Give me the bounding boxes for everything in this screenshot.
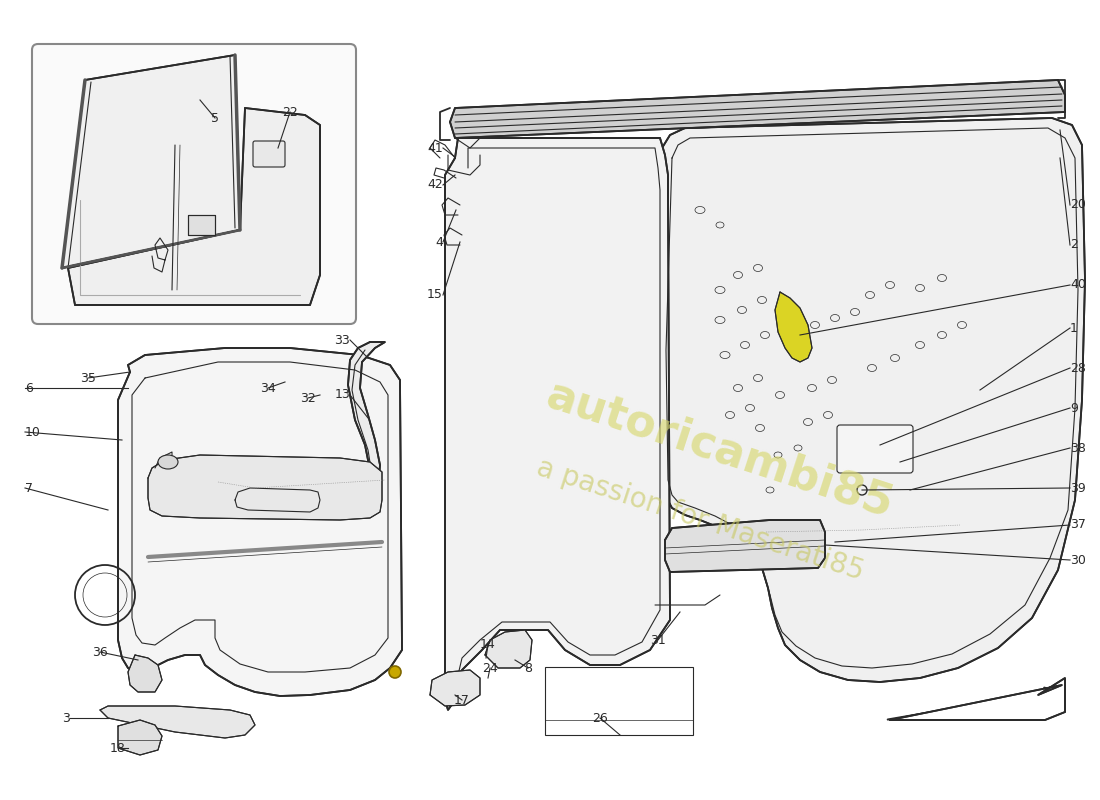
Text: 42: 42 (427, 178, 443, 191)
Text: 18: 18 (110, 742, 125, 754)
Text: 31: 31 (650, 634, 666, 646)
Text: 6: 6 (25, 382, 33, 394)
Text: 30: 30 (1070, 554, 1086, 566)
Polygon shape (485, 630, 532, 668)
Polygon shape (890, 678, 1065, 720)
FancyBboxPatch shape (253, 141, 285, 167)
Polygon shape (188, 215, 214, 235)
Circle shape (389, 666, 402, 678)
Polygon shape (662, 118, 1085, 682)
Ellipse shape (158, 455, 178, 469)
Text: 39: 39 (1070, 482, 1086, 494)
Text: 4: 4 (436, 235, 443, 249)
Polygon shape (450, 80, 1065, 138)
Text: 20: 20 (1070, 198, 1086, 211)
Text: 38: 38 (1070, 442, 1086, 454)
Polygon shape (776, 292, 812, 362)
Polygon shape (446, 138, 670, 710)
Text: 13: 13 (334, 389, 350, 402)
Text: 17: 17 (454, 694, 470, 706)
Text: 22: 22 (282, 106, 298, 118)
Text: 15: 15 (427, 289, 443, 302)
Text: 2: 2 (1070, 238, 1078, 251)
Text: autoricambi85: autoricambi85 (541, 374, 899, 526)
Text: a passion for Maserati85: a passion for Maserati85 (532, 454, 867, 586)
Text: 7: 7 (25, 482, 33, 494)
Polygon shape (118, 348, 402, 696)
Polygon shape (148, 455, 382, 520)
Text: 36: 36 (92, 646, 108, 658)
Polygon shape (348, 342, 385, 515)
Bar (544, 667, 693, 735)
Text: 3: 3 (62, 711, 70, 725)
FancyBboxPatch shape (837, 425, 913, 473)
Polygon shape (68, 108, 320, 305)
Text: 24: 24 (482, 662, 498, 674)
Text: 33: 33 (334, 334, 350, 346)
Text: 41: 41 (427, 142, 443, 154)
Text: 37: 37 (1070, 518, 1086, 531)
Text: 5: 5 (211, 111, 219, 125)
Polygon shape (430, 670, 480, 706)
Polygon shape (666, 520, 825, 572)
Text: 28: 28 (1070, 362, 1086, 374)
FancyBboxPatch shape (32, 44, 356, 324)
Text: 14: 14 (480, 638, 496, 651)
Polygon shape (100, 706, 255, 738)
Text: 9: 9 (1070, 402, 1078, 414)
Text: 35: 35 (80, 371, 96, 385)
Polygon shape (118, 720, 162, 755)
Polygon shape (128, 655, 162, 692)
Text: 26: 26 (592, 711, 608, 725)
Text: 1: 1 (1070, 322, 1078, 334)
Text: 8: 8 (524, 662, 532, 674)
Text: 10: 10 (25, 426, 41, 438)
Text: 40: 40 (1070, 278, 1086, 291)
Polygon shape (62, 55, 240, 268)
Text: 34: 34 (260, 382, 276, 394)
Text: 32: 32 (300, 391, 316, 405)
